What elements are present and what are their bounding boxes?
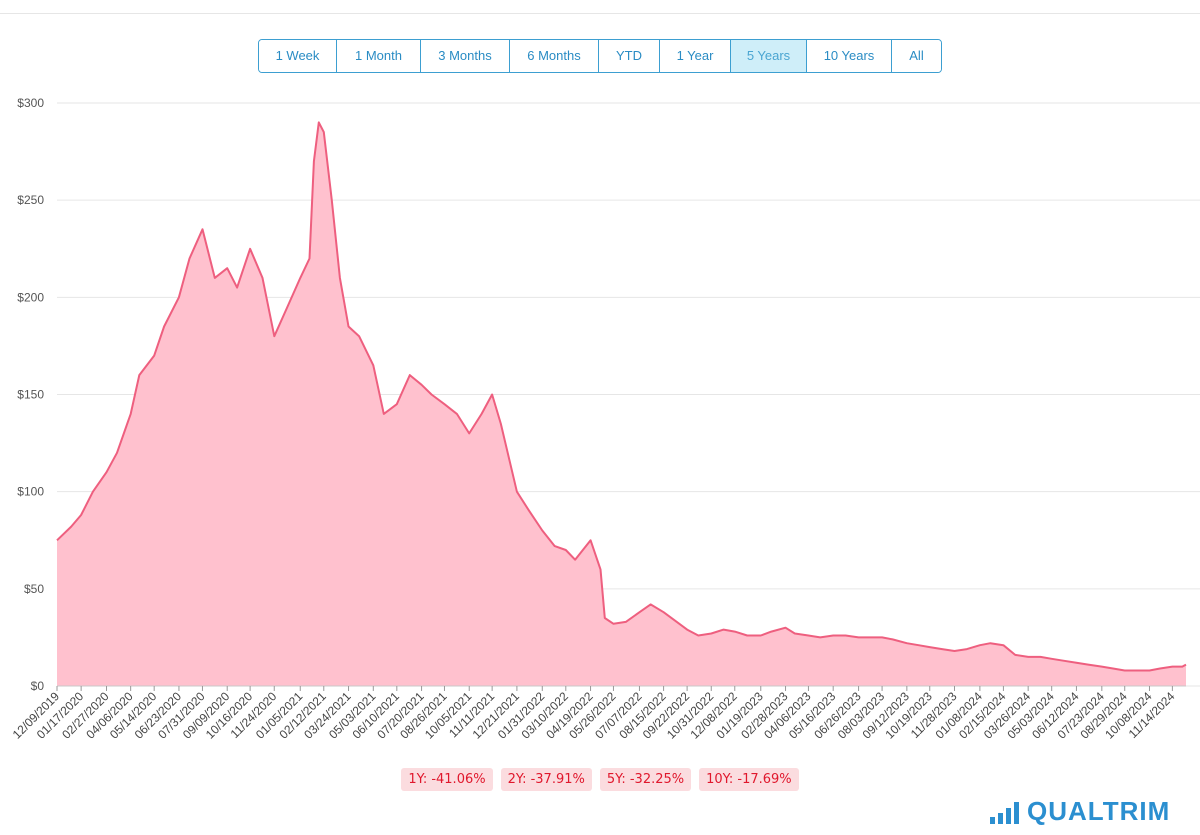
y-tick-label: $250 xyxy=(17,193,44,207)
stat-2y: 2Y: -37.91% xyxy=(500,768,592,791)
range-button-10-years[interactable]: 10 Years xyxy=(807,40,892,72)
series-area xyxy=(56,121,1187,687)
range-button-5-years[interactable]: 5 Years xyxy=(731,40,807,72)
stat-1y: 1Y: -41.06% xyxy=(401,768,493,791)
top-divider xyxy=(0,13,1200,14)
range-button-6-months[interactable]: 6 Months xyxy=(510,40,599,72)
stat-10y: 10Y: -17.69% xyxy=(699,768,799,791)
range-button-3-months[interactable]: 3 Months xyxy=(421,40,510,72)
range-button-1-year[interactable]: 1 Year xyxy=(660,40,731,72)
y-tick-label: $150 xyxy=(17,388,44,402)
y-axis-ticks: $0 $50 $100 $150 $200 $250 $300 xyxy=(17,96,44,693)
range-button-1-month[interactable]: 1 Month xyxy=(337,40,421,72)
y-tick-label: $0 xyxy=(31,679,45,693)
y-tick-label: $200 xyxy=(17,290,44,304)
y-tick-label: $50 xyxy=(24,582,44,596)
brand-name: QUALTRIM xyxy=(1027,796,1171,826)
series-line xyxy=(56,121,1187,672)
return-stats: 1Y: -41.06% 2Y: -37.91% 5Y: -32.25% 10Y:… xyxy=(0,768,1200,791)
y-tick-label: $300 xyxy=(17,96,44,110)
price-area-chart: $0 $50 $100 $150 $200 $250 $300 12/09/201901/1… xyxy=(10,96,1200,742)
range-button-ytd[interactable]: YTD xyxy=(599,40,660,72)
x-axis-ticks: 12/09/201901/17/202002/27/202004/06/2020… xyxy=(10,686,1178,742)
y-tick-label: $100 xyxy=(17,485,44,499)
bar-chart-icon xyxy=(990,802,1019,824)
range-selector: 1 Week 1 Month 3 Months 6 Months YTD 1 Y… xyxy=(258,39,942,73)
range-button-all[interactable]: All xyxy=(892,40,941,72)
stat-5y: 5Y: -32.25% xyxy=(599,768,692,791)
series-area-fill xyxy=(57,122,1186,686)
range-button-1-week[interactable]: 1 Week xyxy=(259,40,337,72)
qualtrim-logo: QUALTRIM xyxy=(990,798,1170,824)
